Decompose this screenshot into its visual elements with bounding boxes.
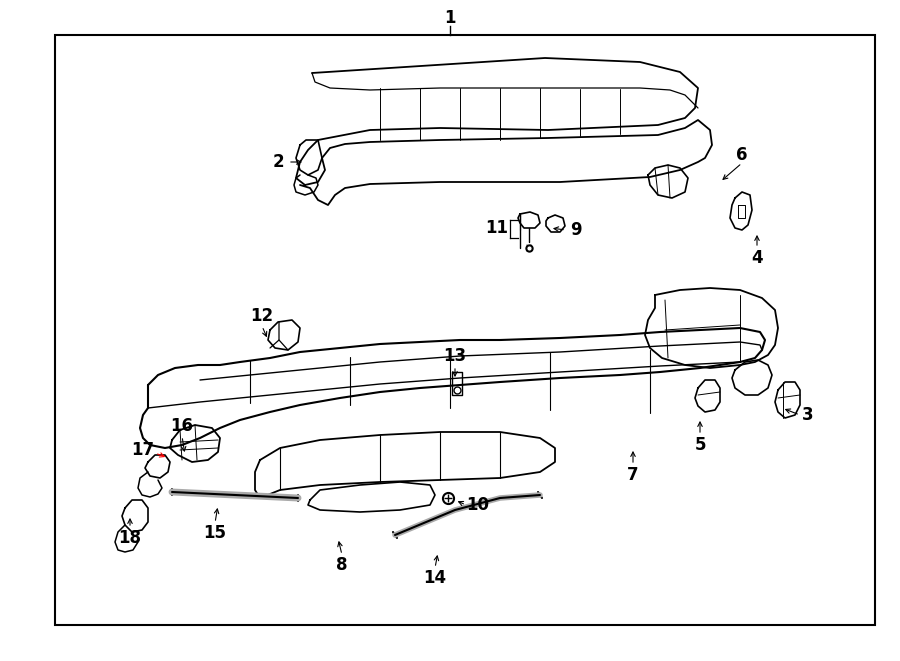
- Text: 3: 3: [802, 406, 814, 424]
- Text: 8: 8: [337, 556, 347, 574]
- Text: 6: 6: [736, 146, 748, 164]
- Text: 15: 15: [203, 524, 227, 542]
- Text: 13: 13: [444, 347, 466, 365]
- Text: 4: 4: [752, 249, 763, 267]
- Text: 18: 18: [119, 529, 141, 547]
- Text: 1: 1: [445, 9, 455, 27]
- Text: 7: 7: [627, 466, 639, 484]
- Text: 17: 17: [131, 441, 155, 459]
- Text: 10: 10: [466, 496, 490, 514]
- Text: 12: 12: [250, 307, 274, 325]
- Text: 11: 11: [485, 219, 508, 237]
- Text: 14: 14: [423, 569, 446, 587]
- Bar: [55, 35, 875, 625]
- Text: 9: 9: [571, 221, 581, 239]
- Text: 2: 2: [272, 153, 284, 171]
- Text: 16: 16: [170, 417, 194, 435]
- Text: 5: 5: [694, 436, 706, 454]
